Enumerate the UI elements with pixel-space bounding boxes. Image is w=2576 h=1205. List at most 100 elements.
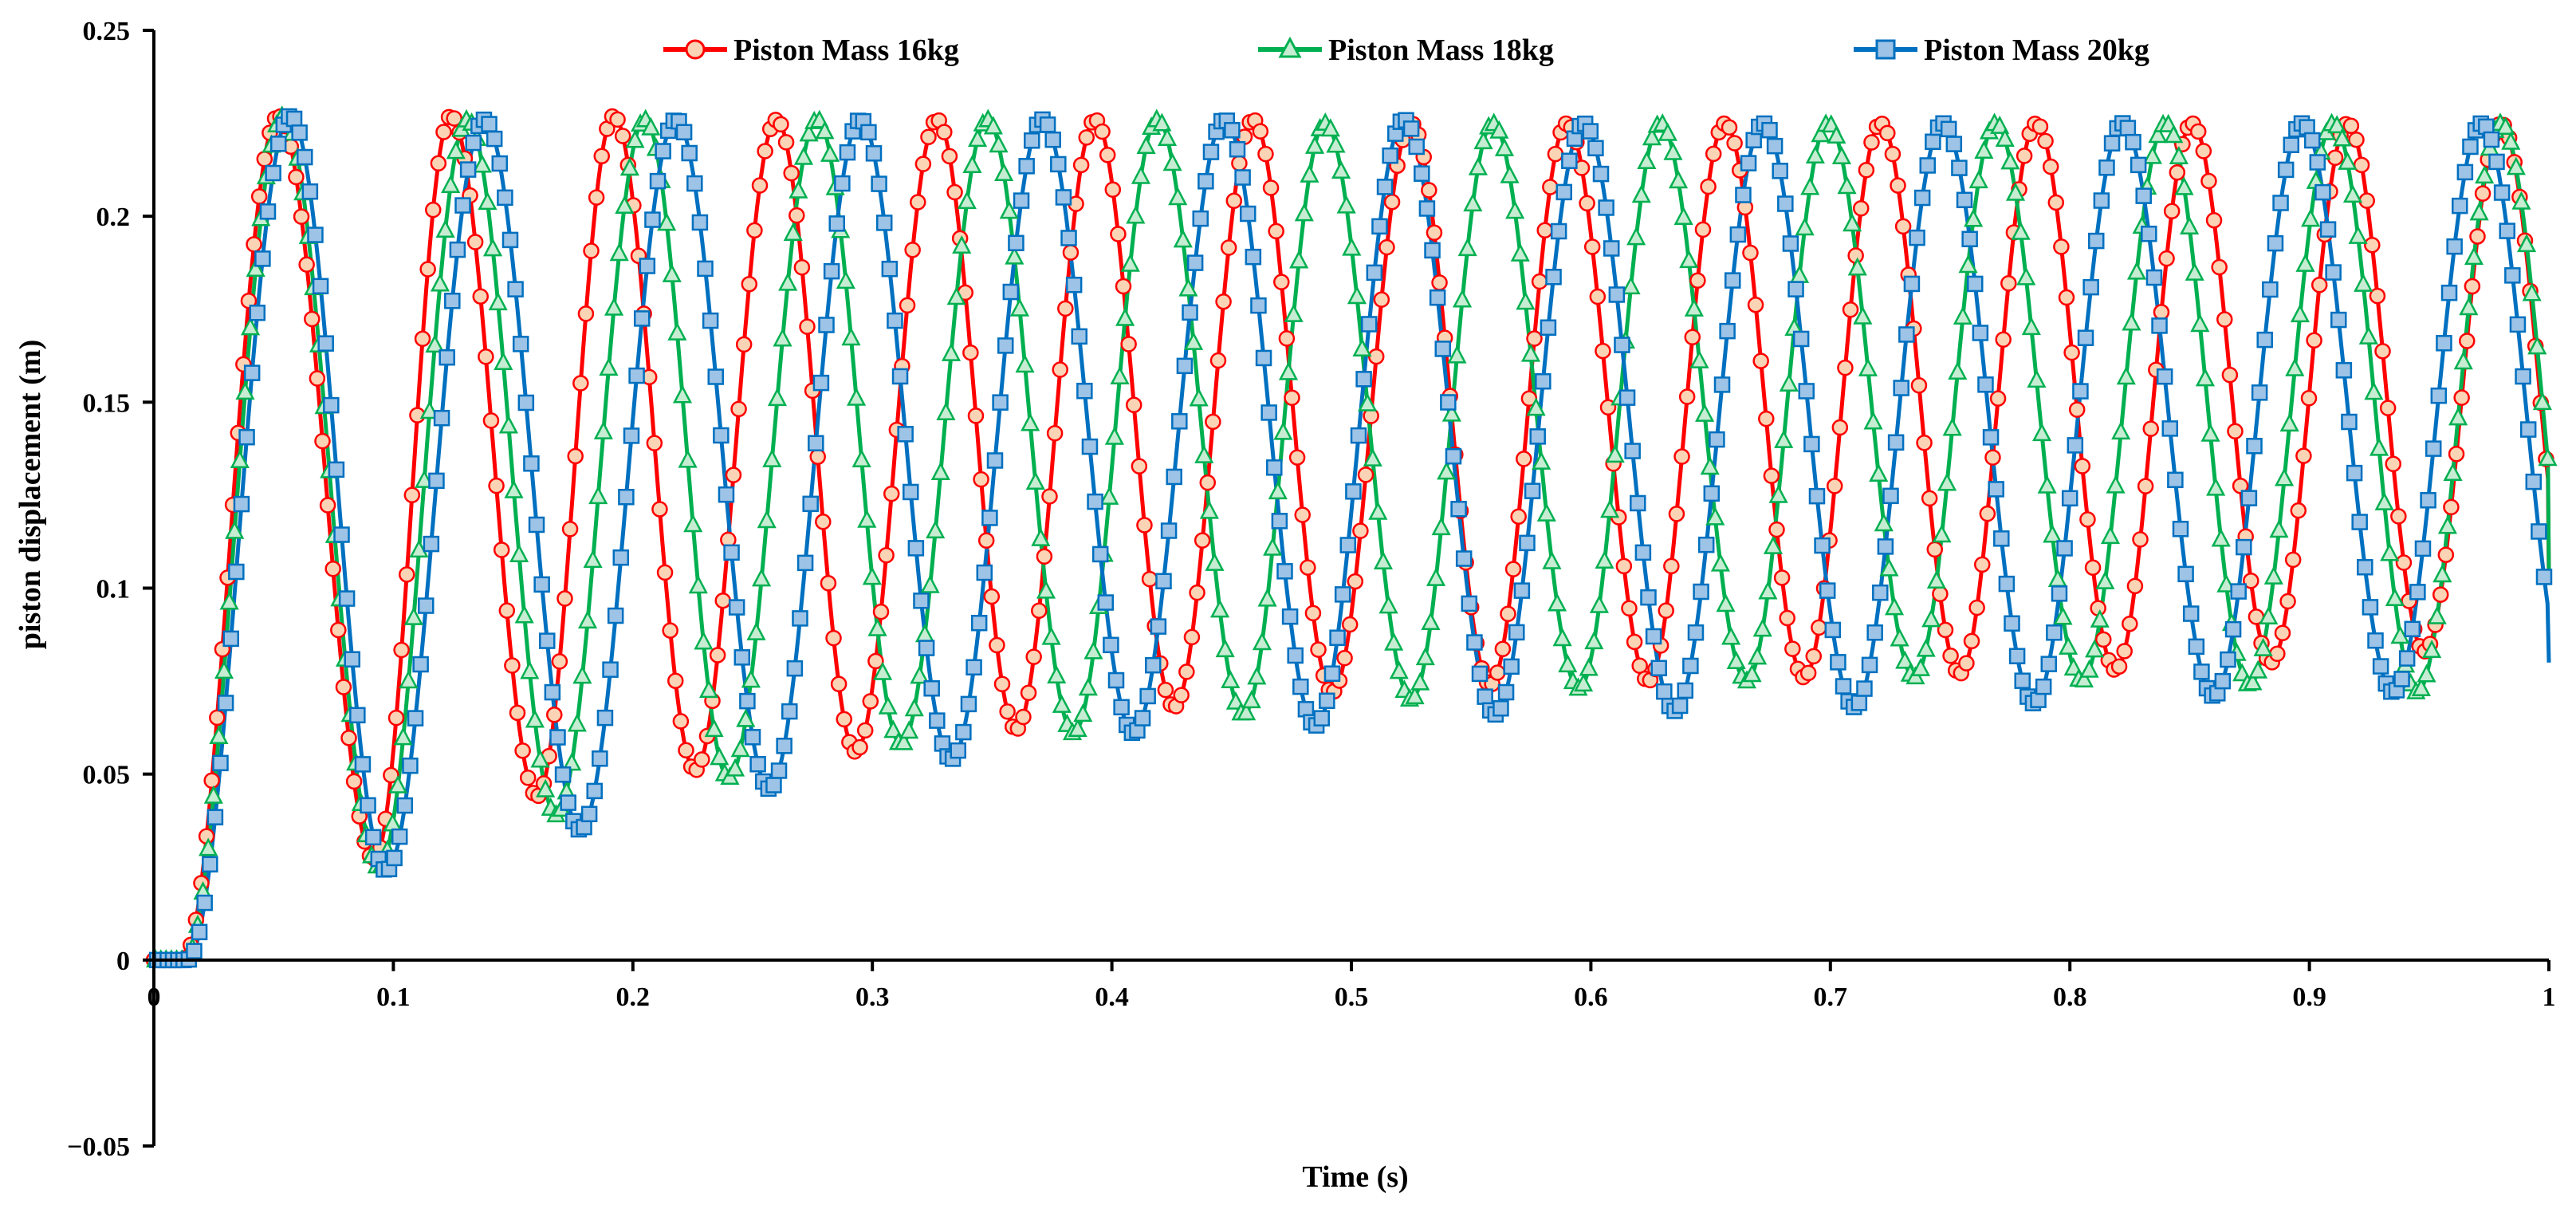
data-point bbox=[504, 657, 521, 674]
data-point bbox=[2151, 317, 2168, 334]
data-point bbox=[2267, 234, 2284, 252]
data-point bbox=[2398, 650, 2416, 667]
data-point bbox=[583, 242, 600, 259]
data-point bbox=[918, 640, 935, 656]
data-point bbox=[2342, 184, 2363, 203]
data-point bbox=[649, 172, 667, 190]
data-point bbox=[612, 549, 630, 566]
data-point bbox=[409, 539, 429, 558]
data-point bbox=[2374, 491, 2394, 510]
data-point bbox=[1329, 629, 1346, 646]
data-point bbox=[2504, 267, 2521, 284]
x-tick-labels: 0 0.1 0.2 0.3 0.4 0.5 0.6 0.7 0.8 0.9 1 bbox=[147, 983, 2556, 1012]
data-point bbox=[498, 602, 516, 619]
data-point bbox=[1125, 396, 1142, 414]
data-point bbox=[1237, 702, 1257, 721]
data-point bbox=[588, 189, 605, 206]
data-point bbox=[1178, 278, 1198, 297]
data-point bbox=[1766, 137, 1784, 155]
data-point bbox=[2246, 438, 2263, 455]
data-point bbox=[878, 695, 898, 715]
data-point bbox=[2385, 588, 2405, 606]
x-tick-label: 0.7 bbox=[1814, 983, 1848, 1012]
data-point bbox=[430, 273, 450, 292]
data-point bbox=[2016, 266, 2036, 285]
data-point bbox=[1382, 147, 1398, 164]
data-point bbox=[1682, 657, 1699, 675]
data-point bbox=[688, 575, 708, 594]
data-point bbox=[2090, 608, 2110, 628]
data-point bbox=[1426, 224, 1443, 242]
data-point bbox=[1336, 195, 1356, 214]
data-point bbox=[2068, 401, 2086, 418]
data-point bbox=[1062, 244, 1080, 261]
data-point bbox=[1926, 570, 1946, 589]
data-point bbox=[1658, 602, 1674, 619]
data-point bbox=[391, 828, 408, 845]
data-point bbox=[1561, 152, 1578, 169]
data-point bbox=[1494, 640, 1512, 658]
data-point bbox=[2459, 333, 2476, 349]
data-point bbox=[214, 660, 234, 679]
data-point bbox=[1774, 429, 1794, 448]
data-point bbox=[509, 544, 529, 563]
data-point bbox=[398, 566, 415, 583]
data-point bbox=[2295, 447, 2312, 464]
data-point bbox=[1948, 361, 1968, 380]
data-point bbox=[825, 629, 842, 647]
data-point bbox=[333, 526, 350, 543]
data-point bbox=[1555, 183, 1573, 201]
series-line-3 bbox=[154, 113, 2551, 963]
data-point bbox=[678, 449, 698, 468]
data-point bbox=[799, 123, 819, 142]
data-point bbox=[1366, 264, 1383, 282]
data-point bbox=[2519, 421, 2537, 438]
data-point bbox=[2417, 664, 2436, 683]
data-point bbox=[288, 168, 305, 186]
data-point bbox=[465, 134, 482, 152]
data-point bbox=[572, 665, 592, 684]
data-point bbox=[1831, 419, 1849, 436]
data-point bbox=[920, 574, 940, 593]
data-point bbox=[1326, 134, 1346, 153]
data-point bbox=[2456, 163, 2474, 181]
data-point bbox=[1363, 447, 1382, 467]
data-point bbox=[2122, 312, 2141, 331]
data-point bbox=[1671, 697, 1689, 715]
data-point bbox=[1194, 532, 1211, 549]
data-point bbox=[2390, 508, 2407, 525]
data-point bbox=[1861, 656, 1878, 674]
data-point bbox=[1031, 527, 1051, 546]
data-point bbox=[2085, 639, 2105, 658]
data-point bbox=[1046, 424, 1064, 442]
data-point bbox=[454, 197, 471, 214]
data-point bbox=[2348, 131, 2365, 148]
data-point bbox=[1252, 123, 1269, 140]
data-point bbox=[2014, 672, 2031, 689]
data-point bbox=[1323, 665, 1341, 682]
data-point bbox=[1463, 193, 1483, 212]
data-point bbox=[249, 305, 266, 321]
data-point bbox=[2436, 335, 2452, 352]
data-point bbox=[1582, 123, 1599, 140]
data-point bbox=[2358, 325, 2378, 345]
data-point bbox=[446, 110, 462, 127]
data-point bbox=[2362, 599, 2379, 616]
data-point bbox=[2453, 351, 2473, 370]
data-point bbox=[728, 599, 745, 616]
data-point bbox=[1115, 307, 1135, 326]
data-point bbox=[2116, 643, 2133, 660]
data-point bbox=[820, 143, 840, 162]
data-point bbox=[428, 472, 445, 490]
data-point bbox=[2200, 423, 2220, 442]
data-point bbox=[1748, 646, 1768, 665]
data-point bbox=[1516, 451, 1532, 467]
x-tick-label: 0.9 bbox=[2292, 983, 2326, 1012]
data-point bbox=[1345, 483, 1362, 500]
y-tick-label: 0 bbox=[116, 947, 130, 976]
data-point bbox=[1284, 303, 1304, 322]
data-point bbox=[1157, 128, 1178, 146]
data-point bbox=[1726, 651, 1746, 669]
data-point bbox=[2522, 282, 2542, 301]
data-point bbox=[2185, 262, 2204, 281]
